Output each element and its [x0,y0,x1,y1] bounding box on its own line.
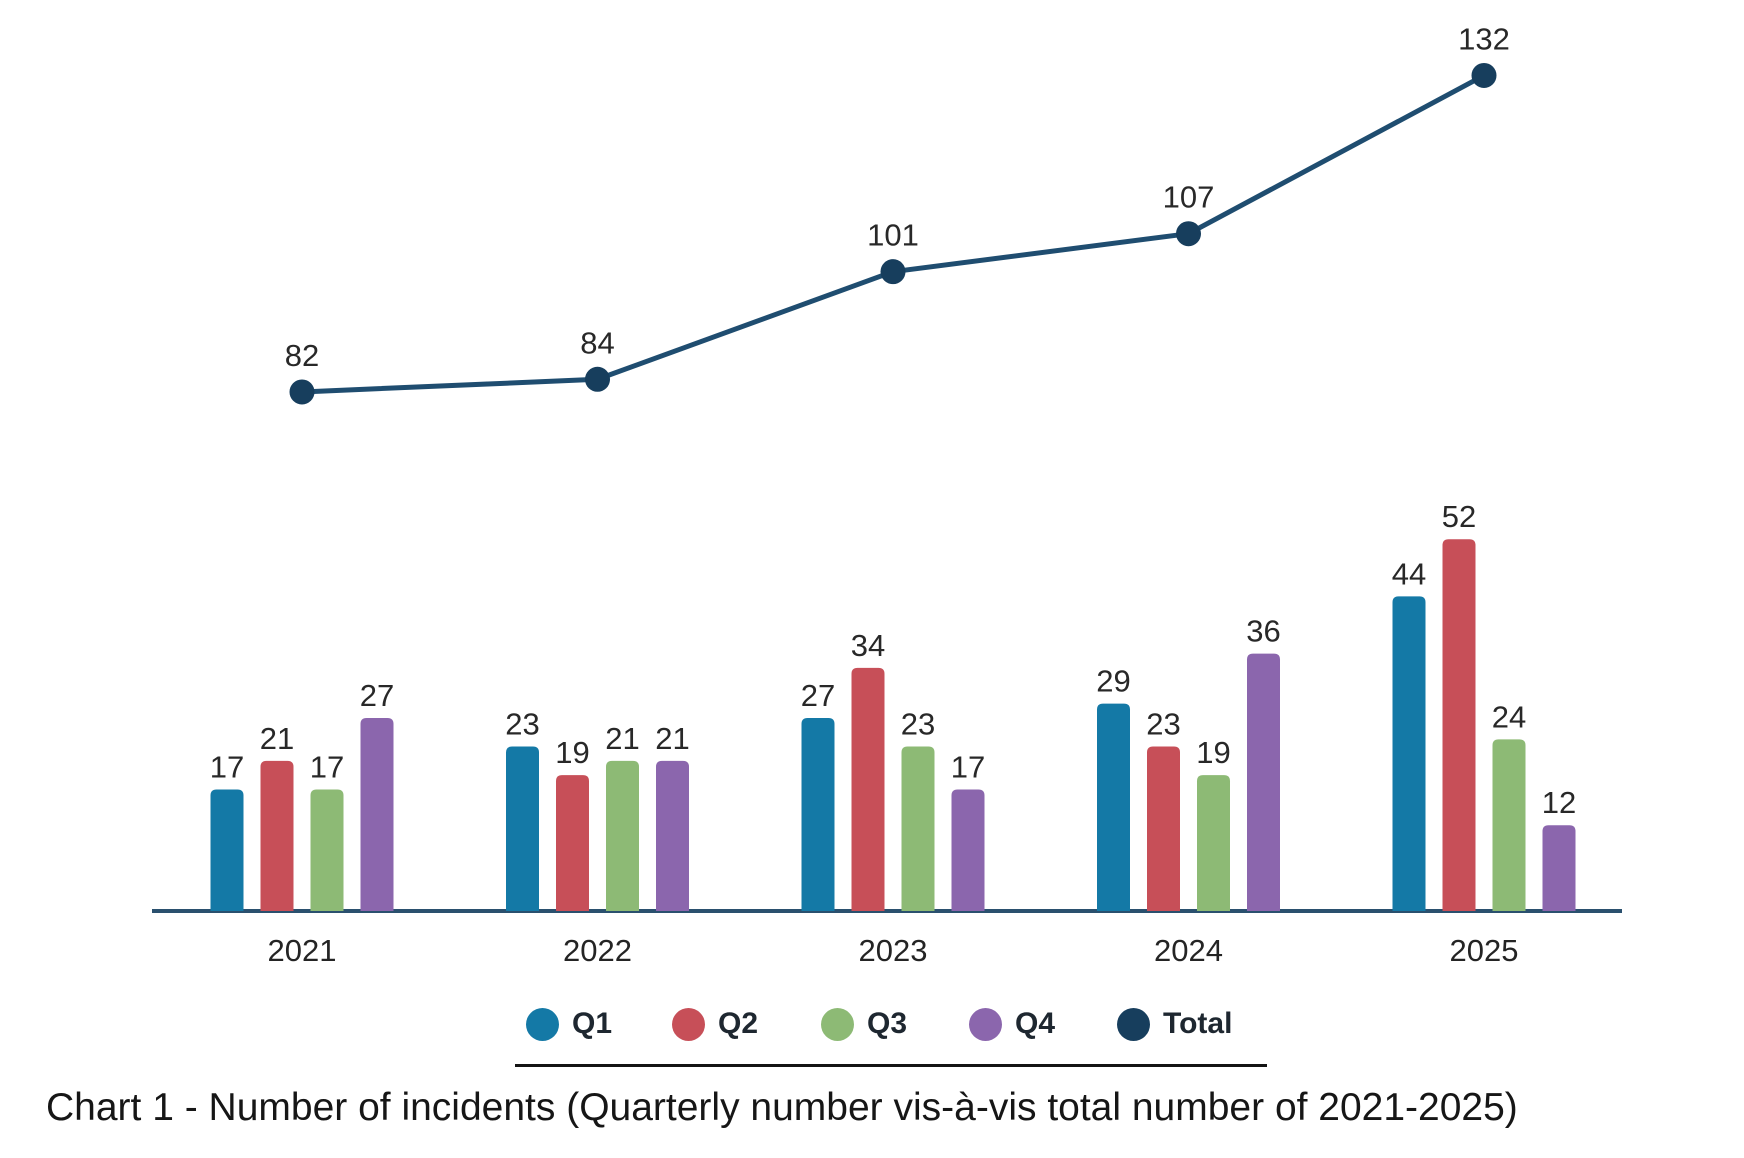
legend-label: Total [1163,1007,1233,1040]
legend-marker-q3 [821,1007,854,1041]
bar-value-label-q3-2022: 21 [605,721,639,756]
bar-value-label-q1-2023: 27 [801,678,835,713]
total-point-2023 [880,259,906,285]
legend-item-q3: Q3 [821,1007,907,1041]
bar-value-label-q4-2021: 27 [360,678,394,713]
bar-q2-2025 [1442,539,1476,911]
legend-item-q2: Q2 [672,1007,758,1041]
total-point-2024 [1176,221,1201,247]
total-point-2021 [289,379,315,405]
bar-value-label-q2-2021: 21 [260,721,294,756]
year-label-2024: 2024 [1154,933,1223,968]
bar-value-label-q1-2024: 29 [1096,664,1130,699]
bar-q4-2021 [360,717,394,911]
bar-value-label-q3-2025: 24 [1492,699,1526,734]
x-axis-line [152,909,1622,913]
bar-q3-2024 [1197,775,1230,911]
legend-label: Q3 [867,1007,908,1040]
bar-value-label-q3-2023: 23 [901,707,935,742]
legend-label: Q4 [1015,1007,1056,1040]
bar-q1-2023 [801,717,835,911]
total-value-label-2025: 132 [1458,21,1510,56]
chart-caption: Chart 1 - Number of incidents (Quarterly… [46,1086,1518,1129]
bar-q4-2024 [1247,653,1280,911]
bar-q3-2022 [606,760,639,911]
bar-value-label-q2-2025: 52 [1442,499,1476,534]
total-value-label-2024: 107 [1163,180,1215,215]
bar-value-label-q3-2021: 17 [310,749,344,784]
legend-marker-q1 [526,1007,559,1041]
legend-marker-q4 [969,1007,1002,1041]
bar-q4-2022 [656,760,689,911]
legend-label: Q2 [718,1007,759,1040]
legend-underline [515,1064,1267,1067]
bar-value-label-q2-2024: 23 [1146,707,1180,742]
bar-q2-2024 [1147,746,1180,911]
bar-q2-2023 [851,667,885,911]
bar-q1-2024 [1097,703,1130,911]
bar-value-label-q1-2021: 17 [210,749,244,784]
bar-value-label-q4-2023: 17 [951,749,985,784]
legend-marker-q2 [672,1007,705,1041]
bar-q3-2023 [901,746,935,911]
legend-item-total: Total [1117,1007,1232,1041]
legend-marker-total [1117,1007,1150,1041]
year-label-2022: 2022 [563,933,632,968]
bar-q3-2021 [310,789,344,911]
total-value-label-2023: 101 [867,218,919,253]
bar-value-label-q1-2022: 23 [505,707,539,742]
bar-value-label-q2-2023: 34 [851,628,885,663]
legend-item-q4: Q4 [969,1007,1055,1041]
legend-label: Q1 [572,1007,613,1040]
bar-q1-2022 [506,746,539,911]
year-label-2025: 2025 [1450,933,1519,968]
total-value-label-2021: 82 [285,338,319,373]
bar-value-label-q4-2022: 21 [655,721,689,756]
bar-q1-2025 [1392,596,1426,911]
bar-value-label-q1-2025: 44 [1392,556,1426,591]
bar-q1-2021 [210,789,244,911]
bar-q4-2023 [951,789,985,911]
total-point-2025 [1471,62,1497,88]
year-label-2023: 2023 [859,933,928,968]
bar-q2-2021 [260,760,294,911]
bar-q2-2022 [556,775,589,911]
year-label-2021: 2021 [268,933,337,968]
bar-value-label-q4-2025: 12 [1542,785,1576,820]
total-value-label-2022: 84 [580,325,614,360]
bar-q4-2025 [1542,825,1576,911]
bar-value-label-q4-2024: 36 [1246,614,1280,649]
total-point-2022 [585,366,610,392]
legend-item-q1: Q1 [526,1007,612,1041]
bar-value-label-q2-2022: 19 [555,735,589,770]
bar-value-label-q3-2024: 19 [1196,735,1230,770]
bar-q3-2025 [1492,739,1526,911]
